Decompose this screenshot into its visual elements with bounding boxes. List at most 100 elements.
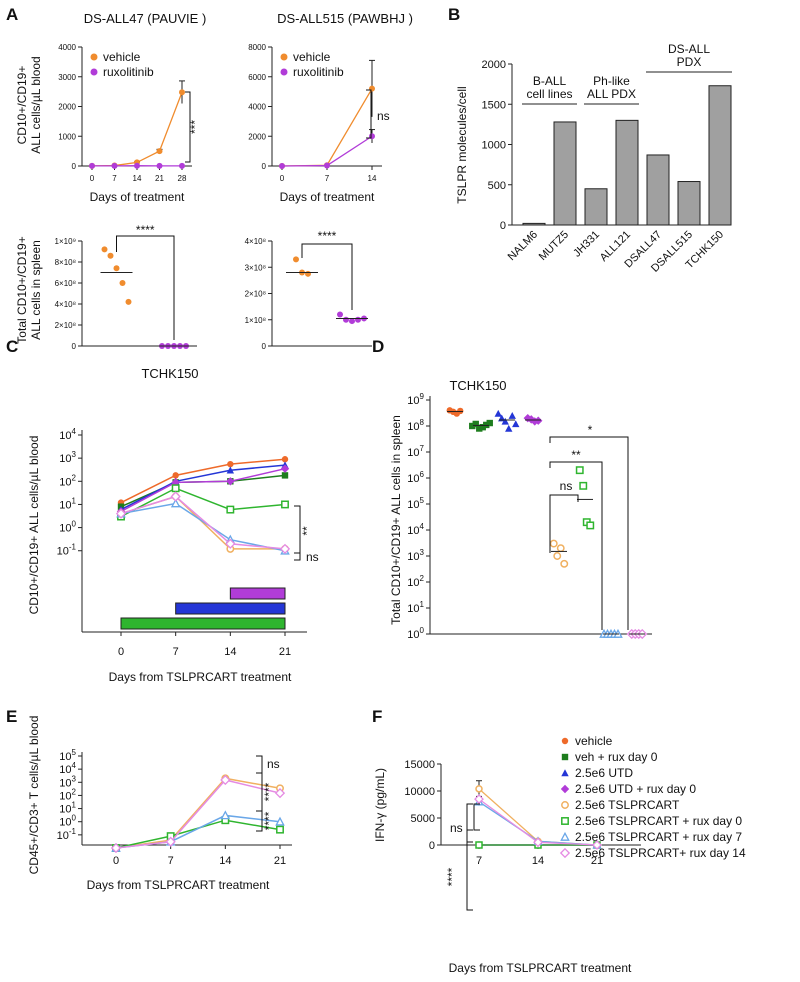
y-tick-label: 4000: [58, 43, 76, 52]
data-point-vehicle: [369, 85, 375, 92]
data-point-2.5e6 UTD: [494, 409, 502, 417]
y-tick-label: 2000: [482, 59, 506, 71]
legend-label: ruxolitinib: [103, 65, 154, 79]
x-tick-label: 0: [118, 646, 124, 658]
bar-DSALL47: [646, 154, 670, 226]
legend-marker-vehicle: [90, 53, 98, 61]
x-axis-label: Days from TSLPRCART treatment: [87, 878, 270, 892]
data-point-vehicle: [113, 265, 120, 272]
panel-label-a: A: [6, 5, 18, 24]
panel-label-d: D: [372, 337, 384, 356]
y-axis-label: TSLPR molecules/cell: [455, 86, 469, 203]
y-tick-label: 108: [407, 418, 424, 433]
group-label: DS-ALL: [668, 42, 710, 56]
significance-label: ns: [306, 550, 319, 564]
series-line-2.5e6 TSLPRCART+ rux day 14: [120, 495, 286, 550]
data-point-2.5e6 TSLPRCART: [556, 544, 565, 553]
y-tick-label: 4×10⁸: [55, 300, 76, 309]
significance-bracket: [256, 755, 263, 774]
data-point-veh + rux day 0: [472, 420, 479, 428]
y-tick-label: 10-1: [57, 827, 77, 842]
bar-JH331: [584, 188, 608, 226]
data-point-ruxolitinib: [179, 162, 185, 169]
data-point-veh + rux day 0: [469, 422, 476, 430]
y-tick-label: 2000: [248, 132, 266, 141]
significance-label: ****: [262, 782, 276, 801]
group-label: Ph-like: [593, 74, 630, 88]
y-tick-label: 0: [429, 840, 435, 852]
x-tick-label: 7: [168, 855, 174, 867]
y-axis-label: CD45+/CD3+ T cells/µL blood: [27, 716, 41, 875]
series-line-2.5e6 TSLPRCART+ rux day 14: [115, 779, 281, 849]
data-point-2.5e6 UTD: [501, 417, 509, 425]
y-tick-label: 6×10⁸: [55, 279, 76, 288]
legend-label: vehicle: [575, 734, 613, 748]
x-axis-label: Days of treatment: [280, 190, 375, 204]
x-tick-label: 7: [112, 174, 117, 183]
y-tick-label: 103: [407, 548, 424, 563]
data-point-2.5e6 TSLPRCART + rux day 0: [475, 841, 483, 849]
x-tick-label: NALM6: [506, 229, 540, 263]
x-tick-label: 7: [173, 646, 179, 658]
y-tick-label: 100: [407, 626, 424, 641]
data-point-veh + rux day 0: [476, 425, 483, 432]
legend-marker-vehicle: [280, 53, 288, 61]
rux-bar: [229, 587, 286, 600]
data-point-2.5e6 TSLPRCART+ rux day 14: [220, 774, 231, 786]
data-point-ruxolitinib: [279, 163, 285, 169]
y-tick-label: 0: [262, 342, 267, 351]
significance-bracket: [549, 436, 629, 630]
y-tick-label: 1000: [482, 140, 506, 152]
x-axis-label: Days of treatment: [90, 190, 185, 204]
data-point-2.5e6 TSLPRCART: [475, 785, 483, 793]
data-point-vehicle: [125, 298, 132, 305]
data-point-2.5e6 TSLPRCART + rux day 7: [220, 810, 231, 820]
legend-marker-2.5e6 TSLPRCART + rux day 0: [561, 817, 569, 825]
legend-marker-2.5e6 TSLPRCART + rux day 7: [560, 831, 570, 841]
y-tick-label: 107: [407, 444, 424, 459]
y-tick-label: 8×10⁸: [55, 258, 76, 267]
data-point-2.5e6 UTD: [508, 411, 516, 419]
legend-marker-2.5e6 TSLPRCART: [561, 801, 569, 809]
significance-label: ****: [318, 229, 337, 243]
significance-label: ***: [188, 120, 202, 134]
bar-DSALL515: [677, 181, 701, 226]
legend-marker-2.5e6 UTD: [561, 769, 569, 777]
y-tick-label: 5000: [411, 813, 435, 825]
significance-bracket: [256, 810, 263, 832]
data-point-2.5e6 TSLPRCART + rux day 0: [579, 481, 588, 490]
y-tick-label: 4×10⁸: [245, 237, 266, 246]
data-point-vehicle: [281, 456, 289, 463]
data-point-ruxolitinib: [355, 316, 361, 323]
x-tick-label: 21: [591, 855, 603, 867]
data-point-2.5e6 TSLPRCART + rux day 0: [586, 521, 595, 530]
bar-ALL121: [615, 119, 639, 226]
x-axis-label: Days from TSLPRCART treatment: [449, 961, 632, 975]
legend-marker-veh + rux day 0: [561, 753, 569, 761]
bar-TCHK150: [708, 85, 732, 226]
y-axis-label: CD10+/CD19+ ALL cells/µL blood: [27, 436, 41, 615]
group-label: PDX: [677, 55, 702, 69]
y-tick-label: 106: [407, 470, 424, 485]
x-tick-label: 21: [274, 855, 286, 867]
y-tick-label: 0: [72, 342, 77, 351]
data-point-ruxolitinib: [343, 316, 349, 323]
data-point-2.5e6 TSLPRCART: [560, 559, 569, 568]
data-point-2.5e6 TSLPRCART + rux day 7: [275, 816, 285, 826]
y-tick-label: 100: [59, 520, 76, 535]
x-axis-label: Days from TSLPRCART treatment: [109, 670, 292, 684]
data-point-2.5e6 UTD + rux day 0: [280, 464, 290, 473]
x-tick-label: 0: [280, 174, 285, 183]
y-tick-label: 101: [59, 496, 76, 511]
y-axis-label-line2: ALL cells/µL blood: [29, 56, 43, 153]
y-tick-label: 6000: [248, 73, 266, 82]
panel-label-f: F: [372, 707, 382, 726]
group-label: ALL PDX: [587, 87, 636, 101]
data-point-vehicle: [179, 89, 185, 96]
y-tick-label: 109: [407, 392, 424, 407]
y-tick-label: 101: [407, 600, 424, 615]
significance-bracket: [473, 803, 480, 831]
series-line-2.5e6 TSLPRCART: [115, 777, 281, 849]
legend-label: vehicle: [103, 50, 141, 64]
x-tick-label: 14: [532, 855, 544, 867]
